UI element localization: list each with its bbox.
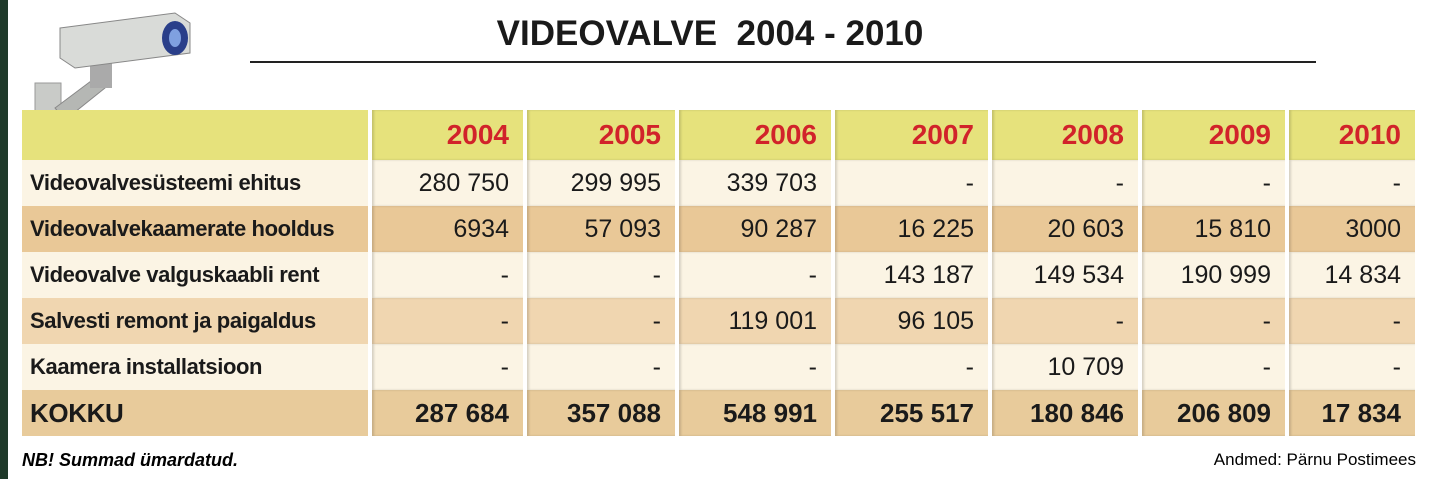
total-cell: 255 517 [831, 390, 990, 436]
row-label: Videovalvesüsteemi ehitus [22, 160, 370, 206]
total-cell: 357 088 [523, 390, 677, 436]
cell: 299 995 [523, 160, 677, 206]
total-cell: 548 991 [675, 390, 833, 436]
cell: - [368, 252, 525, 298]
cell: 14 834 [1285, 252, 1415, 298]
cell: - [368, 344, 525, 390]
source: Andmed: Pärnu Postimees [1213, 450, 1416, 469]
total-label: KOKKU [22, 390, 370, 436]
column-header: 2005 [523, 110, 677, 160]
cell: 119 001 [675, 298, 833, 344]
row-label: Videovalve valguskaabli rent [22, 252, 370, 298]
row-label: Videovalvekaamerate hooldus [22, 206, 370, 252]
cell: 143 187 [831, 252, 990, 298]
total-cell: 180 846 [988, 390, 1140, 436]
column-header: 2010 [1285, 110, 1415, 160]
cell: 90 287 [675, 206, 833, 252]
cell: - [523, 344, 677, 390]
cell: - [1138, 160, 1287, 206]
cell: - [988, 160, 1140, 206]
cell: - [1285, 298, 1415, 344]
cell: - [523, 298, 677, 344]
cell: - [831, 160, 990, 206]
table-row: Kaamera installatsioon - - - -10 709- - [22, 344, 1415, 390]
column-header: 2006 [675, 110, 833, 160]
table-row: Videovalvesüsteemi ehitus 280 750 299 995 3… [22, 160, 1415, 206]
cell: - [1138, 298, 1287, 344]
cell: 3000 [1285, 206, 1415, 252]
total-cell: 287 684 [368, 390, 525, 436]
cell: 339 703 [675, 160, 833, 206]
total-row: KOKKU 287 684 357 088 548 991 255 517 180 846… [22, 390, 1415, 436]
cell: - [988, 298, 1140, 344]
cell: - [1285, 344, 1415, 390]
edge-bar [0, 0, 8, 479]
cell: 6934 [368, 206, 525, 252]
cell: 57 093 [523, 206, 677, 252]
column-header: 2007 [831, 110, 990, 160]
cell: 20 603 [988, 206, 1140, 252]
title: VIDEOVALVE 2004 - 2010 [496, 14, 924, 53]
column-header: 2008 [988, 110, 1140, 160]
cell: 190 999 [1138, 252, 1287, 298]
row-label: Salvesti remont ja paigaldus [22, 298, 370, 344]
total-cell: 17 834 [1285, 390, 1415, 436]
cell: 10 709 [988, 344, 1140, 390]
table-row: Salvesti remont ja paigaldus - -119 001 96 … [22, 298, 1415, 344]
column-header: 2009 [1138, 110, 1287, 160]
header-cell [22, 110, 370, 160]
cell: - [523, 252, 677, 298]
cell: 149 534 [988, 252, 1140, 298]
title-rule [250, 61, 1316, 63]
cell: - [675, 344, 833, 390]
table-row: Videovalve valguskaabli rent - - -143 187 14… [22, 252, 1415, 298]
header-row: 2004 2005 2006 2007 2008 2009 2010 [22, 110, 1415, 160]
table-row: Videovalvekaamerate hooldus 6934 57 093 90 … [22, 206, 1415, 252]
cell: - [1138, 344, 1287, 390]
row-label: Kaamera installatsioon [22, 344, 370, 390]
cell: 16 225 [831, 206, 990, 252]
camera-icon [34, 12, 191, 152]
column-header: 2004 [368, 110, 525, 160]
footnote: NB! Summad ümardatud. [22, 450, 239, 470]
total-cell: 206 809 [1138, 390, 1287, 436]
cell: - [1285, 160, 1415, 206]
cell: 15 810 [1138, 206, 1287, 252]
cell: - [831, 344, 990, 390]
cell: - [675, 252, 833, 298]
cell: 96 105 [831, 298, 990, 344]
table: 2004 2005 2006 2007 2008 2009 2010 Videovalvesü… [22, 110, 1415, 436]
cell: - [368, 298, 525, 344]
cell: 280 750 [368, 160, 525, 206]
